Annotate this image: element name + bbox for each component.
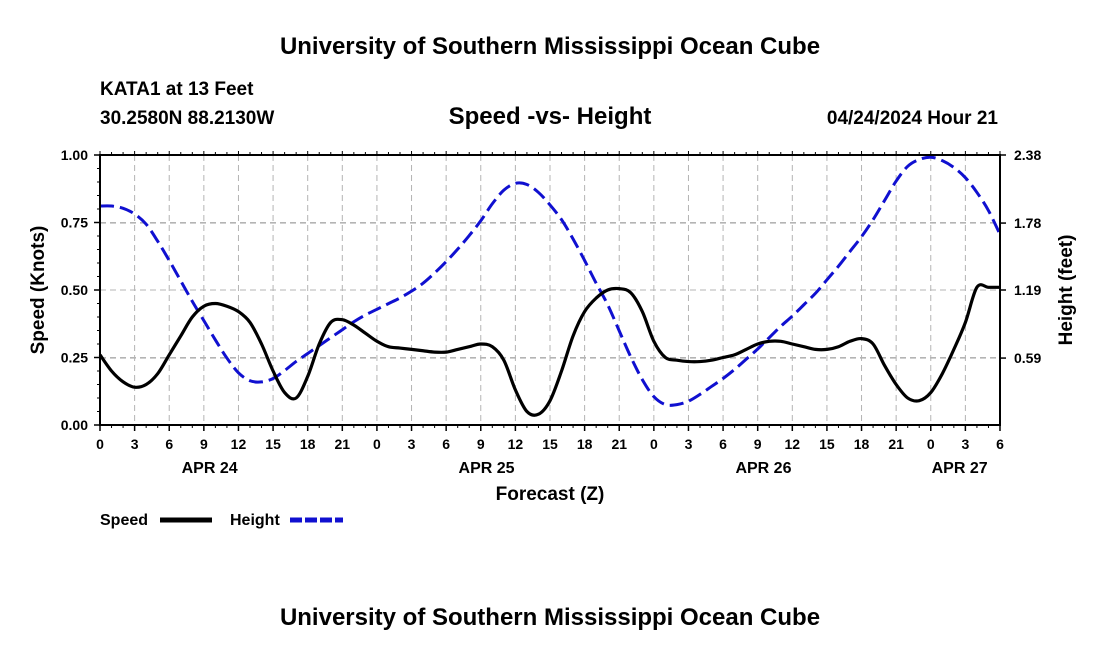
x-tick-label: 3: [685, 436, 693, 452]
date-label: APR 27: [932, 460, 988, 477]
x-tick-label: 6: [996, 436, 1004, 452]
x-tick-label: 0: [927, 436, 935, 452]
x-tick-label: 12: [231, 436, 247, 452]
date-label: APR 24: [182, 460, 238, 477]
footer-title: University of Southern Mississippi Ocean…: [280, 604, 820, 631]
forecast-datetime: 04/24/2024 Hour 21: [827, 108, 999, 129]
x-tick-label: 15: [542, 436, 558, 452]
y-tick-label: 0.50: [61, 282, 88, 298]
x-tick-label: 6: [165, 436, 173, 452]
x-tick-label: 9: [477, 436, 485, 452]
y2-tick-label: 0.59: [1014, 350, 1041, 366]
x-tick-label: 6: [442, 436, 450, 452]
x-tick-label: 12: [785, 436, 801, 452]
station-label: KATA1 at 13 Feet: [100, 79, 254, 100]
x-tick-label: 12: [508, 436, 524, 452]
y2-axis-label: Height (feet): [1056, 235, 1077, 346]
x-axis-label: Forecast (Z): [496, 484, 605, 505]
chart-title: Speed -vs- Height: [449, 103, 652, 130]
x-tick-label: 0: [650, 436, 658, 452]
series-line-speed: [98, 283, 1000, 417]
x-tick-label: 9: [200, 436, 208, 452]
x-tick-label: 9: [754, 436, 762, 452]
x-tick-label: 6: [719, 436, 727, 452]
legend-label-height: Height: [230, 512, 280, 529]
x-tick-label: 3: [408, 436, 416, 452]
x-tick-label: 21: [888, 436, 904, 452]
x-tick-label: 3: [131, 436, 139, 452]
y-tick-label: 1.00: [61, 147, 88, 163]
x-tick-label: 15: [265, 436, 281, 452]
y2-tick-label: 1.19: [1014, 282, 1041, 298]
x-tick-label: 21: [335, 436, 351, 452]
x-tick-label: 0: [373, 436, 381, 452]
y-tick-label: 0.75: [61, 215, 88, 231]
date-label: APR 26: [735, 460, 791, 477]
y-axis-label: Speed (Knots): [28, 226, 49, 355]
x-tick-label: 21: [611, 436, 627, 452]
y-tick-label: 0.25: [61, 350, 88, 366]
x-tick-label: 15: [819, 436, 835, 452]
x-tick-label: 3: [961, 436, 969, 452]
y-tick-label: 0.00: [61, 417, 88, 433]
x-tick-label: 18: [854, 436, 870, 452]
legend: Speed Height: [100, 512, 343, 529]
date-label: APR 25: [459, 460, 515, 477]
axis-layer: 0 3 6 9 12 15 18 21 0 3 6 9 12 15 18 21 0 3 6 9 12 15 18 21 0 3 6A…: [61, 147, 1042, 477]
legend-label-speed: Speed: [100, 512, 148, 529]
series-layer: [98, 155, 1002, 417]
x-tick-label: 0: [96, 436, 104, 452]
x-tick-label: 18: [300, 436, 316, 452]
x-tick-label: 18: [577, 436, 593, 452]
coordinates-label: 30.2580N 88.2130W: [100, 108, 274, 129]
y2-tick-label: 2.38: [1014, 147, 1041, 163]
page-title: University of Southern Mississippi Ocean…: [280, 33, 820, 60]
grid-layer: [100, 154, 1000, 425]
series-line-height: [99, 155, 1002, 407]
y2-tick-label: 1.78: [1014, 215, 1041, 231]
